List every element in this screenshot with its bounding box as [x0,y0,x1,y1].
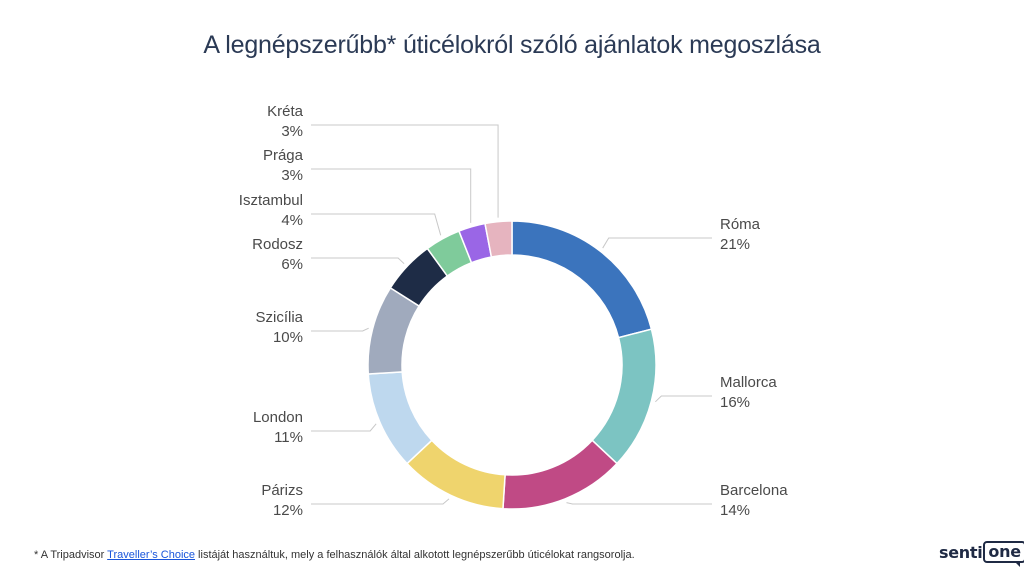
label-london: London [253,409,303,426]
value-praga: 3% [281,167,303,184]
leader-rodosz [311,257,405,265]
label-roma: Róma [720,216,761,233]
value-london: 11% [274,429,303,446]
value-roma: 21% [720,236,750,253]
leader-roma [602,237,712,249]
footnote-link[interactable]: Traveller’s Choice [107,549,195,561]
value-isztambul: 4% [281,212,303,229]
donut-slices [367,220,657,510]
slice-london [367,371,433,465]
leader-barcelona [566,502,712,505]
value-szicilia: 10% [273,329,303,346]
leader-mallorca [655,395,712,403]
label-mallorca: Mallorca [720,374,777,391]
label-isztambul: Isztambul [239,192,303,209]
leader-szicilia [311,327,369,332]
label-kreta: Kréta [267,103,304,120]
chart-title: A legnépszerűbb* úticélokról szóló ajánl… [203,31,821,59]
logo-text-one: one [983,541,1024,567]
logo-text-senti: senti [939,542,983,562]
footnote-suffix: listáját használtuk, mely a felhasználók… [195,549,635,561]
label-parizs: Párizs [261,482,303,499]
leader-isztambul [311,213,442,236]
leader-london [311,423,377,432]
leader-kreta [311,124,499,218]
slice-kreta [484,220,513,258]
label-barcelona: Barcelona [720,482,788,499]
slice-mallorca [591,328,657,465]
sentione-logo: senti one [939,538,1024,567]
footnote: * A Tripadvisor Traveller’s Choice listá… [34,549,635,561]
value-rodosz: 6% [281,256,303,273]
leader-parizs [311,498,450,505]
value-parizs: 12% [273,502,303,519]
value-barcelona: 14% [720,502,750,519]
leader-lines [311,124,712,505]
slice-barcelona [502,439,619,510]
leader-praga [311,168,472,223]
label-rodosz: Rodosz [252,236,303,253]
label-praga: Prága [263,147,304,164]
slice-labels: Róma 21% Mallorca 16% Barcelona 14% Párizs 12% L… [239,103,788,519]
label-szicilia: Szicília [255,309,303,326]
footnote-prefix: * A Tripadvisor [34,549,108,561]
value-kreta: 3% [281,123,303,140]
value-mallorca: 16% [720,394,750,411]
